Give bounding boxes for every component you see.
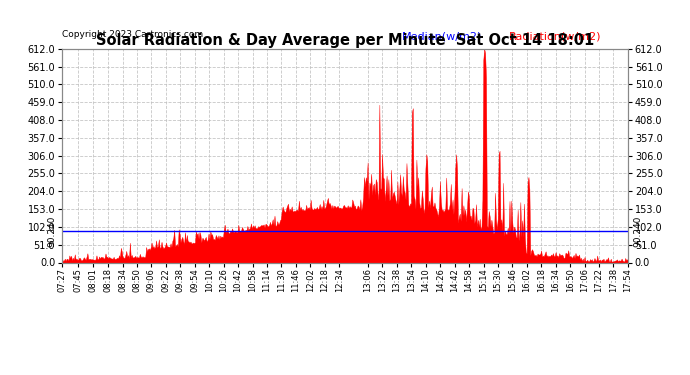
Text: 90.240: 90.240 <box>633 215 642 247</box>
Title: Solar Radiation & Day Average per Minute  Sat Oct 14 18:01: Solar Radiation & Day Average per Minute… <box>96 33 594 48</box>
Text: Median(w/m2): Median(w/m2) <box>402 32 482 42</box>
Text: Radiation(w/m2): Radiation(w/m2) <box>509 32 602 42</box>
Text: 90.240: 90.240 <box>48 215 57 247</box>
Text: Copyright 2023 Cartronics.com: Copyright 2023 Cartronics.com <box>62 30 204 39</box>
